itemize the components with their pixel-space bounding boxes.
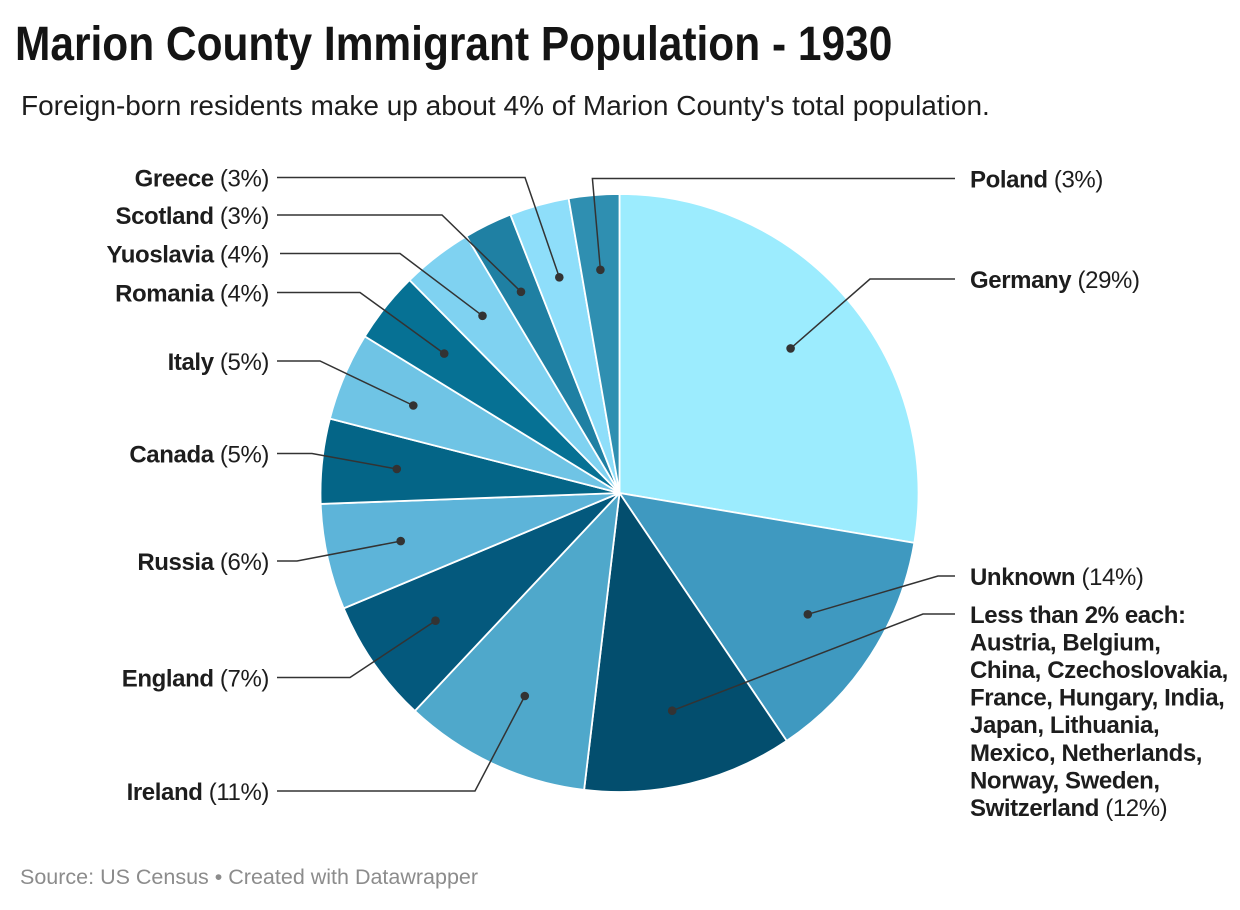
svg-text:Germany (29%): Germany (29%) bbox=[970, 267, 1140, 294]
svg-text:Scotland (3%): Scotland (3%) bbox=[116, 203, 270, 230]
svg-text:Mexico, Netherlands,: Mexico, Netherlands, bbox=[970, 740, 1202, 767]
svg-text:Romania (4%): Romania (4%) bbox=[115, 280, 269, 307]
svg-text:Russia (6%): Russia (6%) bbox=[137, 549, 269, 576]
svg-text:Norway, Sweden,: Norway, Sweden, bbox=[970, 767, 1160, 794]
svg-text:Poland (3%): Poland (3%) bbox=[970, 166, 1103, 193]
svg-text:China, Czechoslovakia,: China, Czechoslovakia, bbox=[970, 657, 1228, 684]
svg-text:Canada (5%): Canada (5%) bbox=[129, 441, 269, 468]
svg-text:France, Hungary, India,: France, Hungary, India, bbox=[970, 685, 1224, 712]
svg-text:Switzerland (12%): Switzerland (12%) bbox=[970, 795, 1167, 822]
svg-text:Italy (5%): Italy (5%) bbox=[168, 349, 269, 376]
svg-text:England (7%): England (7%) bbox=[122, 665, 269, 692]
svg-text:Unknown (14%): Unknown (14%) bbox=[970, 564, 1144, 591]
svg-text:Less than 2% each:: Less than 2% each: bbox=[970, 602, 1186, 629]
svg-text:Austria, Belgium,: Austria, Belgium, bbox=[970, 629, 1161, 656]
svg-text:Greece (3%): Greece (3%) bbox=[135, 165, 269, 192]
svg-text:Ireland (11%): Ireland (11%) bbox=[127, 779, 269, 806]
svg-text:Japan, Lithuania,: Japan, Lithuania, bbox=[970, 712, 1159, 739]
svg-text:Yuoslavia (4%): Yuoslavia (4%) bbox=[107, 241, 269, 268]
